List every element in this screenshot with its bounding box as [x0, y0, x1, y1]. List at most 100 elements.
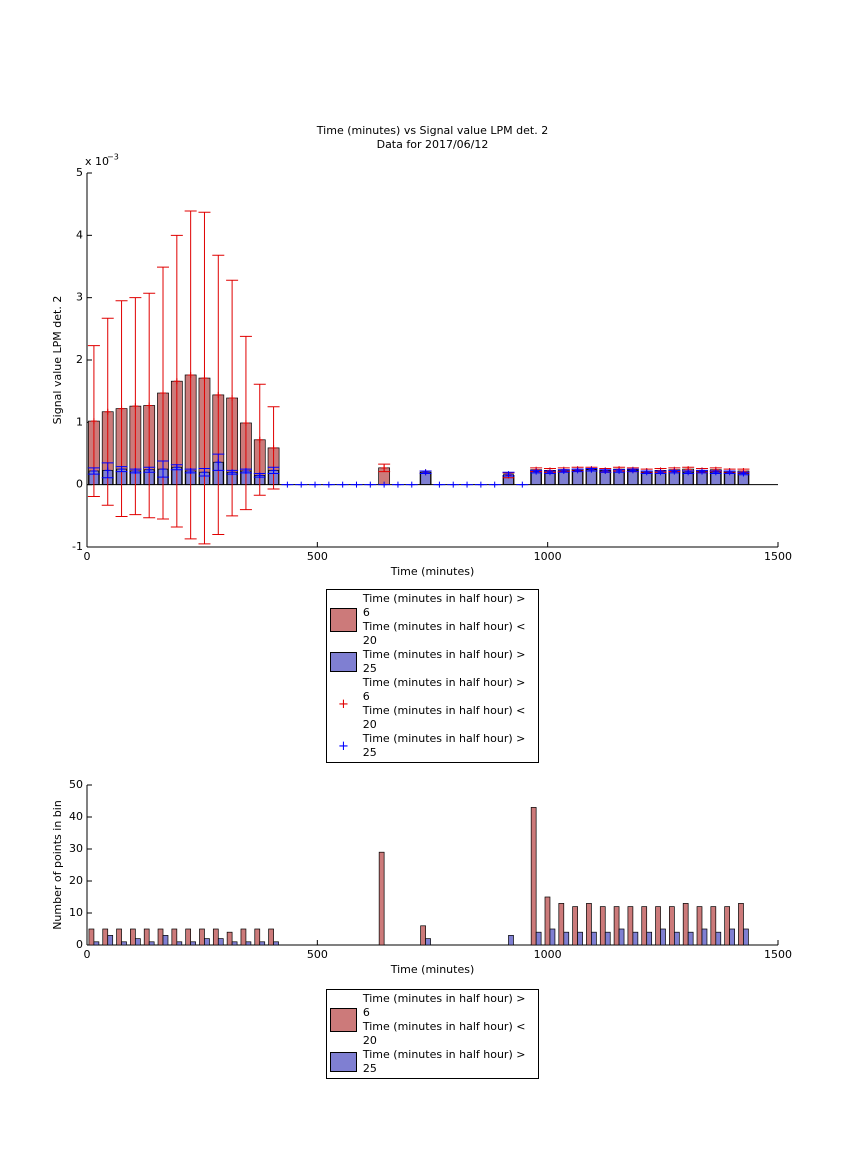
marker: [698, 468, 705, 475]
legend-label: Time (minutes in half hour) > 25: [362, 1048, 526, 1075]
legend-entry: Time (minutes in half hour) > 6 Time (mi…: [330, 592, 535, 648]
bar: [687, 931, 694, 946]
x-axis-label: Time (minutes): [390, 963, 475, 976]
bar: [696, 906, 703, 946]
marker: [616, 467, 623, 474]
bar: [268, 928, 274, 946]
legend-swatch: [330, 1008, 357, 1032]
marker: [408, 481, 415, 488]
bar: [116, 928, 122, 946]
bar: [673, 931, 680, 946]
axis-multiplier-exponent: −3: [107, 153, 119, 162]
y-tick-label: 50: [69, 778, 83, 791]
x-tick-label: 1500: [764, 948, 792, 961]
bar: [724, 906, 730, 946]
marker: [381, 481, 388, 488]
y-axis-label: Signal value LPM det. 2: [51, 296, 64, 425]
bar: [738, 903, 744, 946]
bar: [176, 941, 183, 946]
legend-entry: + Time (minutes in half hour) > 25: [330, 732, 535, 760]
chart-title: Time (minutes) vs Signal value LPM det. …: [316, 124, 548, 137]
bar: [530, 807, 537, 946]
marker: [173, 378, 180, 385]
bar: [669, 906, 675, 946]
bar: [715, 931, 722, 946]
y-tick-label: 3: [76, 291, 83, 304]
legend: Time (minutes in half hour) > 6 Time (mi…: [326, 989, 539, 1079]
marker: [533, 468, 540, 475]
legend-label: Time (minutes in half hour) > 25: [362, 732, 526, 759]
bar: [204, 938, 210, 946]
legend: Time (minutes in half hour) > 6 Time (mi…: [326, 589, 539, 763]
y-tick-label: 0: [76, 478, 83, 491]
bar: [577, 931, 583, 946]
legend-label: Time (minutes in half hour) > 25: [362, 648, 526, 675]
marker: [464, 481, 471, 488]
bar: [259, 941, 266, 946]
bar: [121, 941, 127, 946]
marker: [284, 481, 291, 488]
bar: [199, 928, 205, 946]
bar: [162, 935, 169, 946]
legend-entry: Time (minutes in half hour) > 25: [330, 1048, 535, 1076]
marker: [519, 481, 526, 488]
bar: [420, 925, 426, 946]
marker: [560, 467, 567, 474]
x-tick-label: 1000: [534, 948, 562, 961]
bar: [425, 938, 431, 946]
marker: [657, 469, 664, 476]
marker: [353, 481, 360, 488]
bar: [217, 938, 224, 946]
bar: [563, 931, 570, 946]
marker: [118, 466, 125, 473]
marker: [90, 467, 97, 474]
marker: [367, 481, 374, 488]
bar: [604, 931, 611, 946]
y-tick-label: 5: [76, 166, 83, 179]
marker: [712, 469, 719, 476]
marker: [256, 472, 263, 479]
y-tick-label: -1: [72, 540, 83, 553]
bar: [660, 928, 666, 946]
marker: [132, 467, 139, 474]
marker: [187, 467, 194, 474]
marker: [298, 481, 305, 488]
y-tick-label: 10: [69, 906, 83, 919]
marker: [339, 481, 346, 488]
y-tick-label: 4: [76, 228, 83, 241]
marker: [270, 444, 277, 451]
marker: [436, 481, 443, 488]
marker: [229, 395, 236, 402]
bar: [613, 906, 620, 946]
marker: [229, 469, 236, 476]
bar: [135, 938, 141, 946]
marker: [312, 481, 319, 488]
marker: [740, 470, 747, 477]
marker: [242, 419, 249, 426]
marker: [242, 467, 249, 474]
marker: [256, 436, 263, 443]
bar: [599, 906, 606, 946]
bar: [157, 928, 164, 946]
bar: [710, 906, 717, 946]
chart-subtitle: Data for 2017/06/12: [377, 138, 489, 151]
marker: [422, 469, 429, 476]
marker: [643, 469, 650, 476]
bar: [185, 928, 192, 946]
legend-label: Time (minutes in half hour) > 6 Time (mi…: [362, 992, 526, 1047]
bar: [544, 896, 551, 946]
marker: [726, 469, 733, 476]
marker: [491, 481, 498, 488]
marker: [146, 466, 153, 473]
x-tick-label: 1500: [764, 550, 792, 563]
bar: [93, 941, 100, 946]
marker: [173, 464, 180, 471]
bar: [618, 928, 625, 946]
bar: [273, 941, 279, 946]
bar: [143, 928, 150, 946]
marker: [215, 459, 222, 466]
y-tick-label: 1: [76, 415, 83, 428]
x-axis-label: Time (minutes): [390, 565, 475, 578]
marker: [671, 468, 678, 475]
marker: [146, 402, 153, 409]
